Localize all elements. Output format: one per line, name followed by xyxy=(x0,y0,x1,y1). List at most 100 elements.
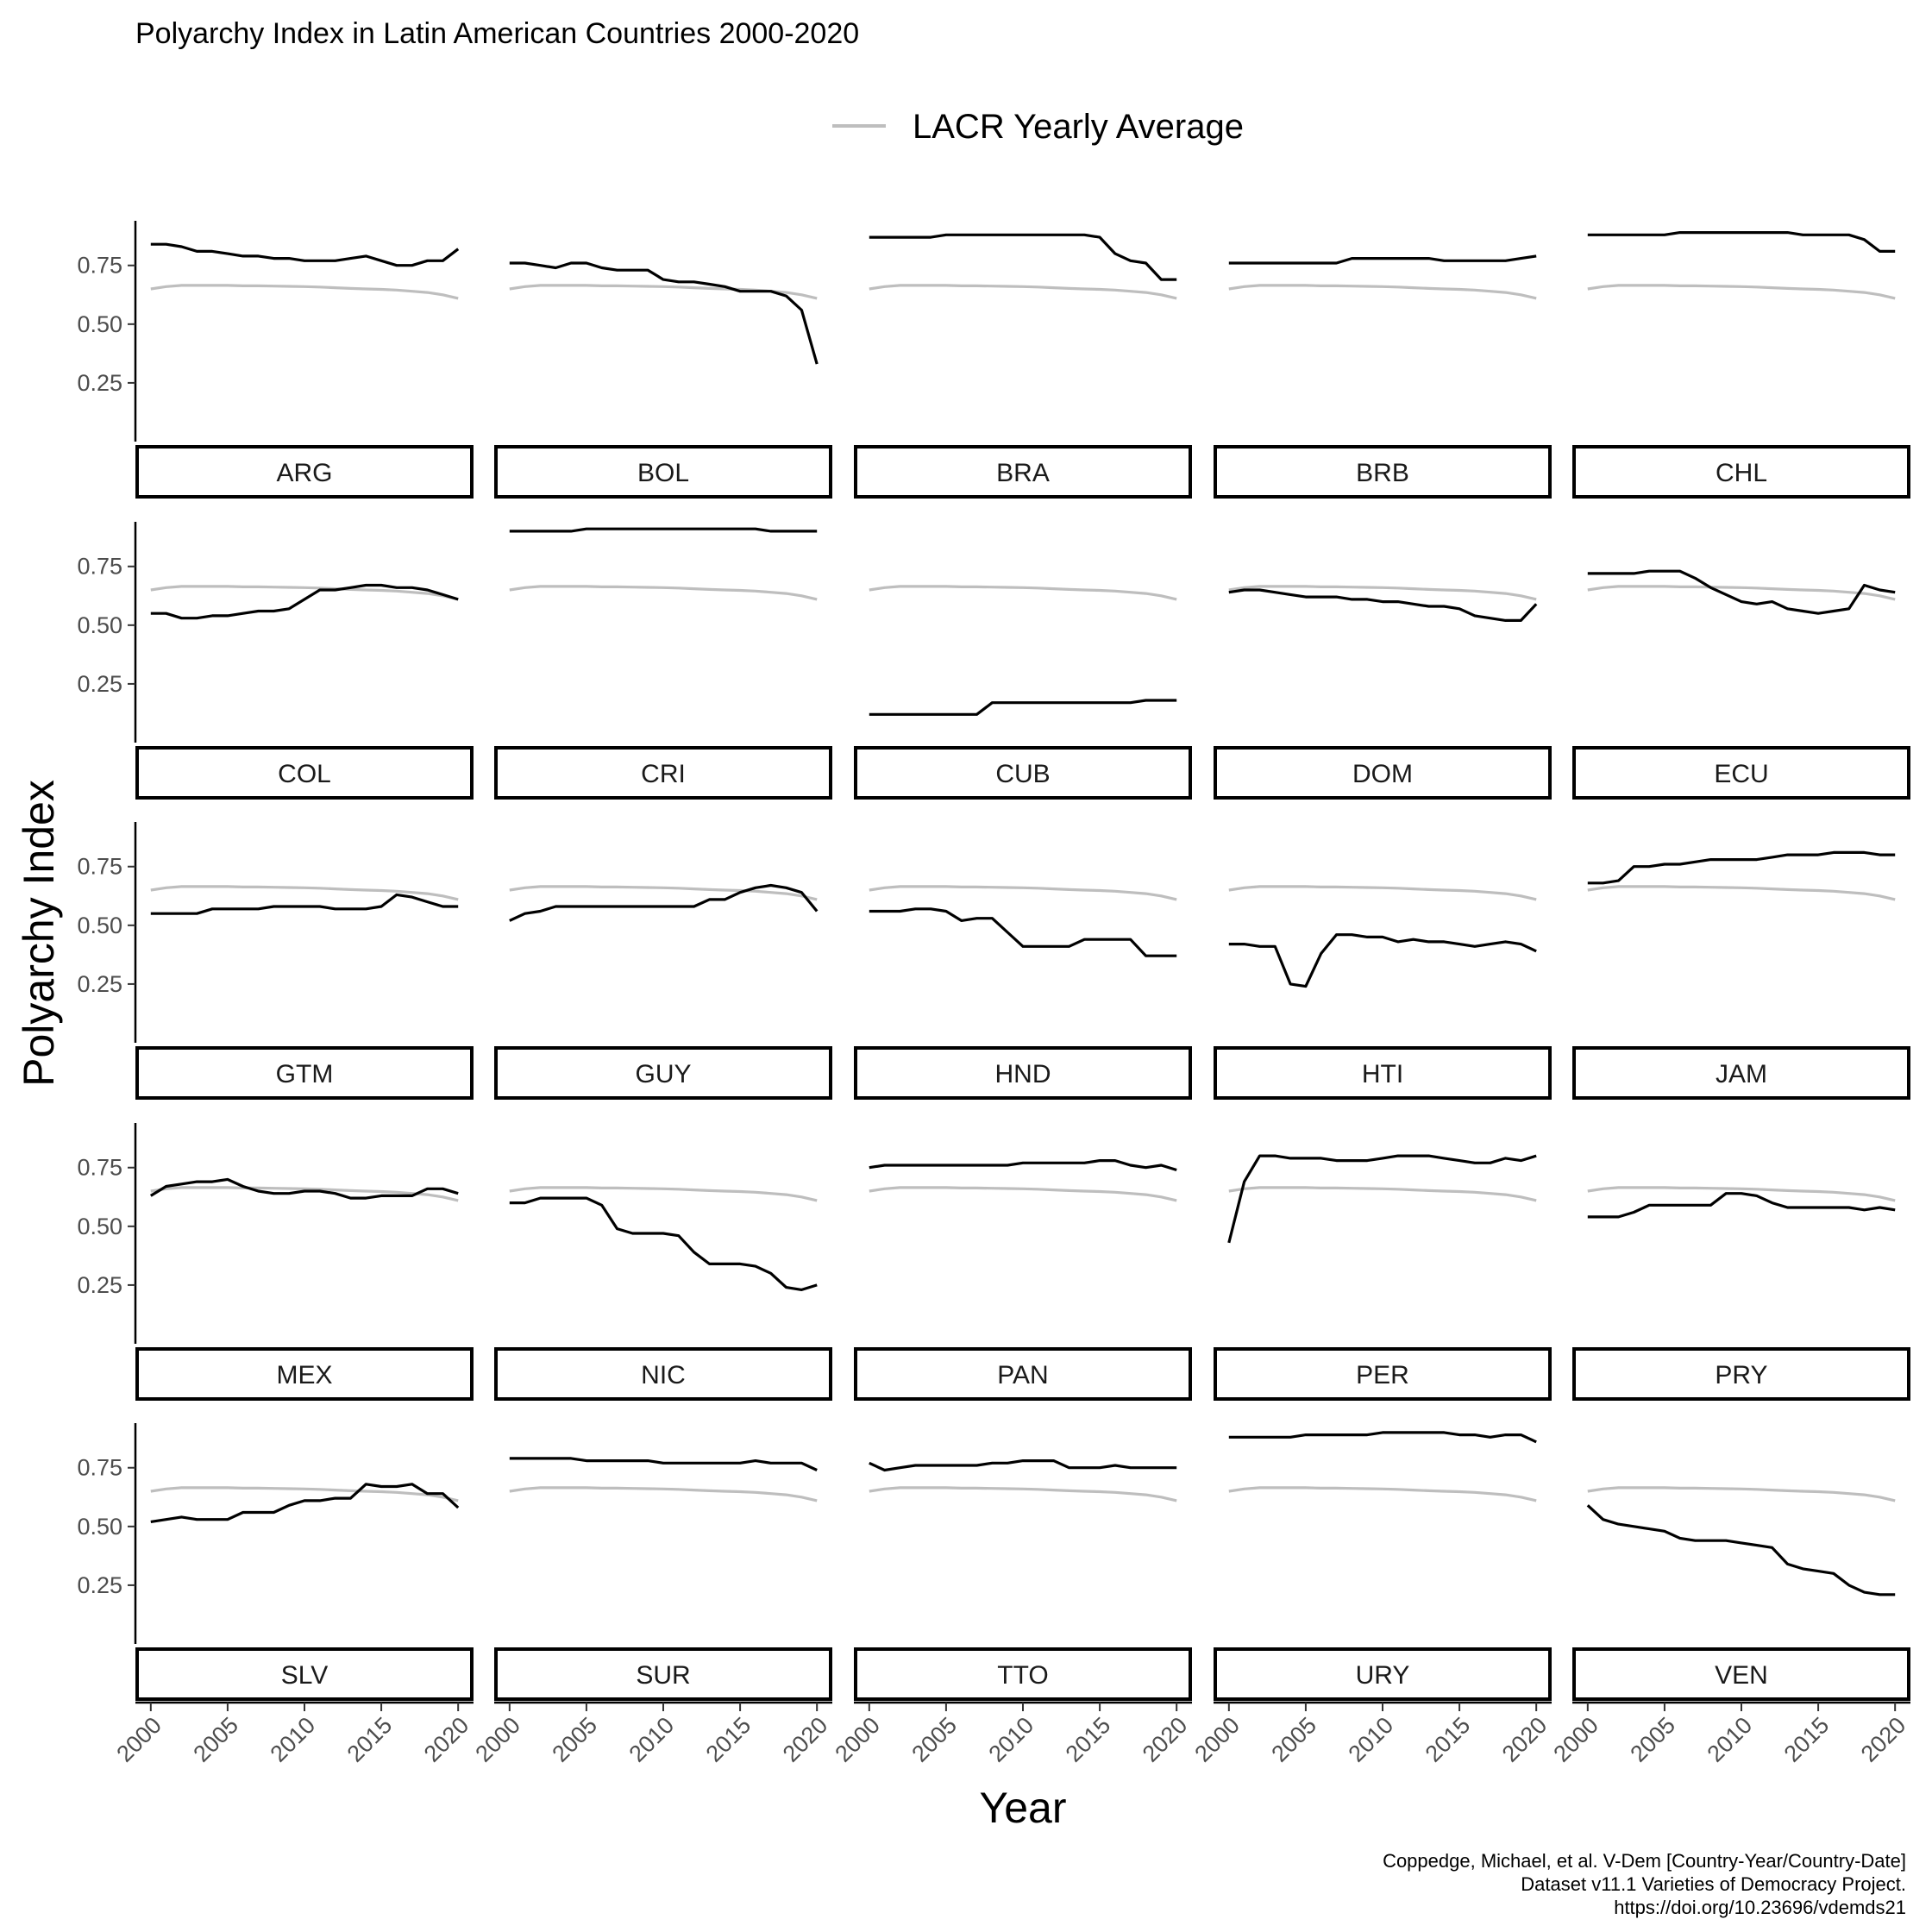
series-line-average-ecu xyxy=(1587,585,1896,601)
x-tick-label: 2015 xyxy=(1061,1712,1116,1767)
panel-nic: NIC xyxy=(494,1186,832,1401)
series-line-average-slv xyxy=(150,1486,459,1502)
panel-mex: 0.25 0.50 0.75 MEX xyxy=(77,1123,474,1401)
legend: LACR Yearly Average xyxy=(832,108,1244,146)
panel-sur: SUR 2000 2005 2010 2015 2020 xyxy=(470,1457,832,1767)
x-tick-label: 2005 xyxy=(547,1712,602,1767)
strip-cub xyxy=(854,746,1192,800)
strip-ecu xyxy=(1572,746,1910,800)
panel-pan: PAN xyxy=(854,1158,1192,1401)
series-line-average-arg xyxy=(150,284,459,300)
strip-label-pry: PRY xyxy=(1715,1361,1767,1389)
series-line-ecu xyxy=(1587,569,1896,615)
panel-brb: BRB xyxy=(1214,254,1552,499)
series-line-pry xyxy=(1587,1192,1896,1219)
strip-label-chl: CHL xyxy=(1716,459,1767,487)
strip-label-tto: TTO xyxy=(997,1661,1048,1690)
series-line-pan xyxy=(869,1158,1177,1172)
panel-dom: DOM xyxy=(1214,585,1552,800)
strip-label-ven: VEN xyxy=(1715,1661,1768,1690)
strip-chl xyxy=(1572,445,1910,499)
strip-label-per: PER xyxy=(1356,1361,1409,1389)
strip-mex xyxy=(135,1347,474,1401)
strip-slv xyxy=(135,1647,474,1701)
series-line-average-ven xyxy=(1587,1486,1896,1502)
strip-guy xyxy=(494,1046,832,1100)
series-line-hnd xyxy=(869,907,1177,957)
series-line-ven xyxy=(1586,1504,1896,1596)
x-tick-label: 2005 xyxy=(906,1712,962,1767)
y-tick-label: 0.25 xyxy=(77,370,122,396)
series-line-nic xyxy=(509,1196,818,1292)
series-line-cri xyxy=(509,527,818,533)
y-axis-title: Polyarchy Index xyxy=(15,780,63,1087)
series-line-per xyxy=(1227,1154,1537,1244)
panel-cri: CRI xyxy=(494,527,832,800)
x-tick-label: 2020 xyxy=(419,1712,474,1767)
strip-tto xyxy=(854,1647,1192,1701)
strip-label-bol: BOL xyxy=(637,459,689,487)
series-line-jam xyxy=(1587,850,1896,885)
series-line-average-nic xyxy=(509,1186,818,1202)
x-tick-label: 2000 xyxy=(1189,1712,1245,1767)
caption-line-2: Dataset v11.1 Varieties of Democracy Pro… xyxy=(1521,1873,1906,1895)
y-tick-label: 0.50 xyxy=(77,311,122,337)
panel-jam: JAM xyxy=(1572,850,1910,1100)
x-tick-label: 2015 xyxy=(1421,1712,1476,1767)
x-tick-label: 2000 xyxy=(1548,1712,1603,1767)
strip-label-mex: MEX xyxy=(276,1361,332,1389)
series-line-average-jam xyxy=(1587,885,1896,901)
x-tick-label: 2010 xyxy=(984,1712,1039,1767)
strip-hti xyxy=(1214,1046,1552,1100)
series-line-average-mex xyxy=(150,1186,459,1202)
y-tick-label: 0.25 xyxy=(77,1272,122,1298)
legend-label-average: LACR Yearly Average xyxy=(913,108,1244,146)
x-tick-label: 2010 xyxy=(624,1712,680,1767)
strip-label-nic: NIC xyxy=(641,1361,686,1389)
x-tick-label: 2005 xyxy=(1266,1712,1321,1767)
x-tick-label: 2015 xyxy=(701,1712,756,1767)
strip-label-hnd: HND xyxy=(995,1060,1051,1088)
series-line-average-col xyxy=(150,585,459,601)
series-line-average-pry xyxy=(1587,1186,1896,1202)
strip-label-arg: ARG xyxy=(276,459,332,487)
panel-hnd: HND xyxy=(854,885,1192,1100)
series-line-arg xyxy=(150,242,460,267)
strip-label-sur: SUR xyxy=(636,1661,690,1690)
panel-pry: PRY xyxy=(1572,1186,1910,1401)
facet-panels: 0.25 0.50 0.75 ARG BOL BRA BRB CHL 0.25 0.50 0.75 C… xyxy=(77,221,1910,1767)
x-tick-label: 2000 xyxy=(111,1712,166,1767)
strip-label-ecu: ECU xyxy=(1714,760,1768,788)
panel-gtm: 0.25 0.50 0.75 GTM xyxy=(77,822,474,1100)
y-tick-label: 0.25 xyxy=(77,1572,122,1598)
series-line-average-tto xyxy=(869,1486,1177,1502)
series-line-sur xyxy=(509,1457,818,1471)
series-line-average-cub xyxy=(869,585,1177,601)
strip-sur xyxy=(494,1647,832,1701)
caption-line-1: Coppedge, Michael, et al. V-Dem [Country… xyxy=(1383,1850,1906,1872)
caption: Coppedge, Michael, et al. V-Dem [Country… xyxy=(1383,1850,1906,1918)
y-tick-label: 0.50 xyxy=(77,612,122,638)
series-line-tto xyxy=(869,1458,1177,1472)
strip-gtm xyxy=(135,1046,474,1100)
strip-label-cri: CRI xyxy=(641,760,686,788)
strip-ury xyxy=(1214,1647,1552,1701)
series-line-mex xyxy=(149,1177,459,1200)
panel-tto: TTO 2000 2005 2010 2015 2020 xyxy=(830,1458,1192,1767)
series-line-dom xyxy=(1228,588,1538,623)
panel-arg: 0.25 0.50 0.75 ARG xyxy=(77,221,474,499)
series-line-average-hti xyxy=(1228,885,1537,901)
strip-pry xyxy=(1572,1347,1910,1401)
strip-per xyxy=(1214,1347,1552,1401)
x-axis-title: Year xyxy=(979,1784,1066,1832)
caption-line-3: https://doi.org/10.23696/vdemds21 xyxy=(1614,1897,1906,1918)
panel-chl: CHL xyxy=(1572,231,1910,499)
strip-label-pan: PAN xyxy=(997,1361,1048,1389)
strip-label-col: COL xyxy=(278,760,331,788)
series-line-average-bra xyxy=(869,284,1177,300)
y-tick-label: 0.75 xyxy=(77,1155,122,1181)
y-tick-label: 0.75 xyxy=(77,1455,122,1481)
panel-guy: GUY xyxy=(494,883,832,1100)
series-line-average-chl xyxy=(1587,284,1896,300)
